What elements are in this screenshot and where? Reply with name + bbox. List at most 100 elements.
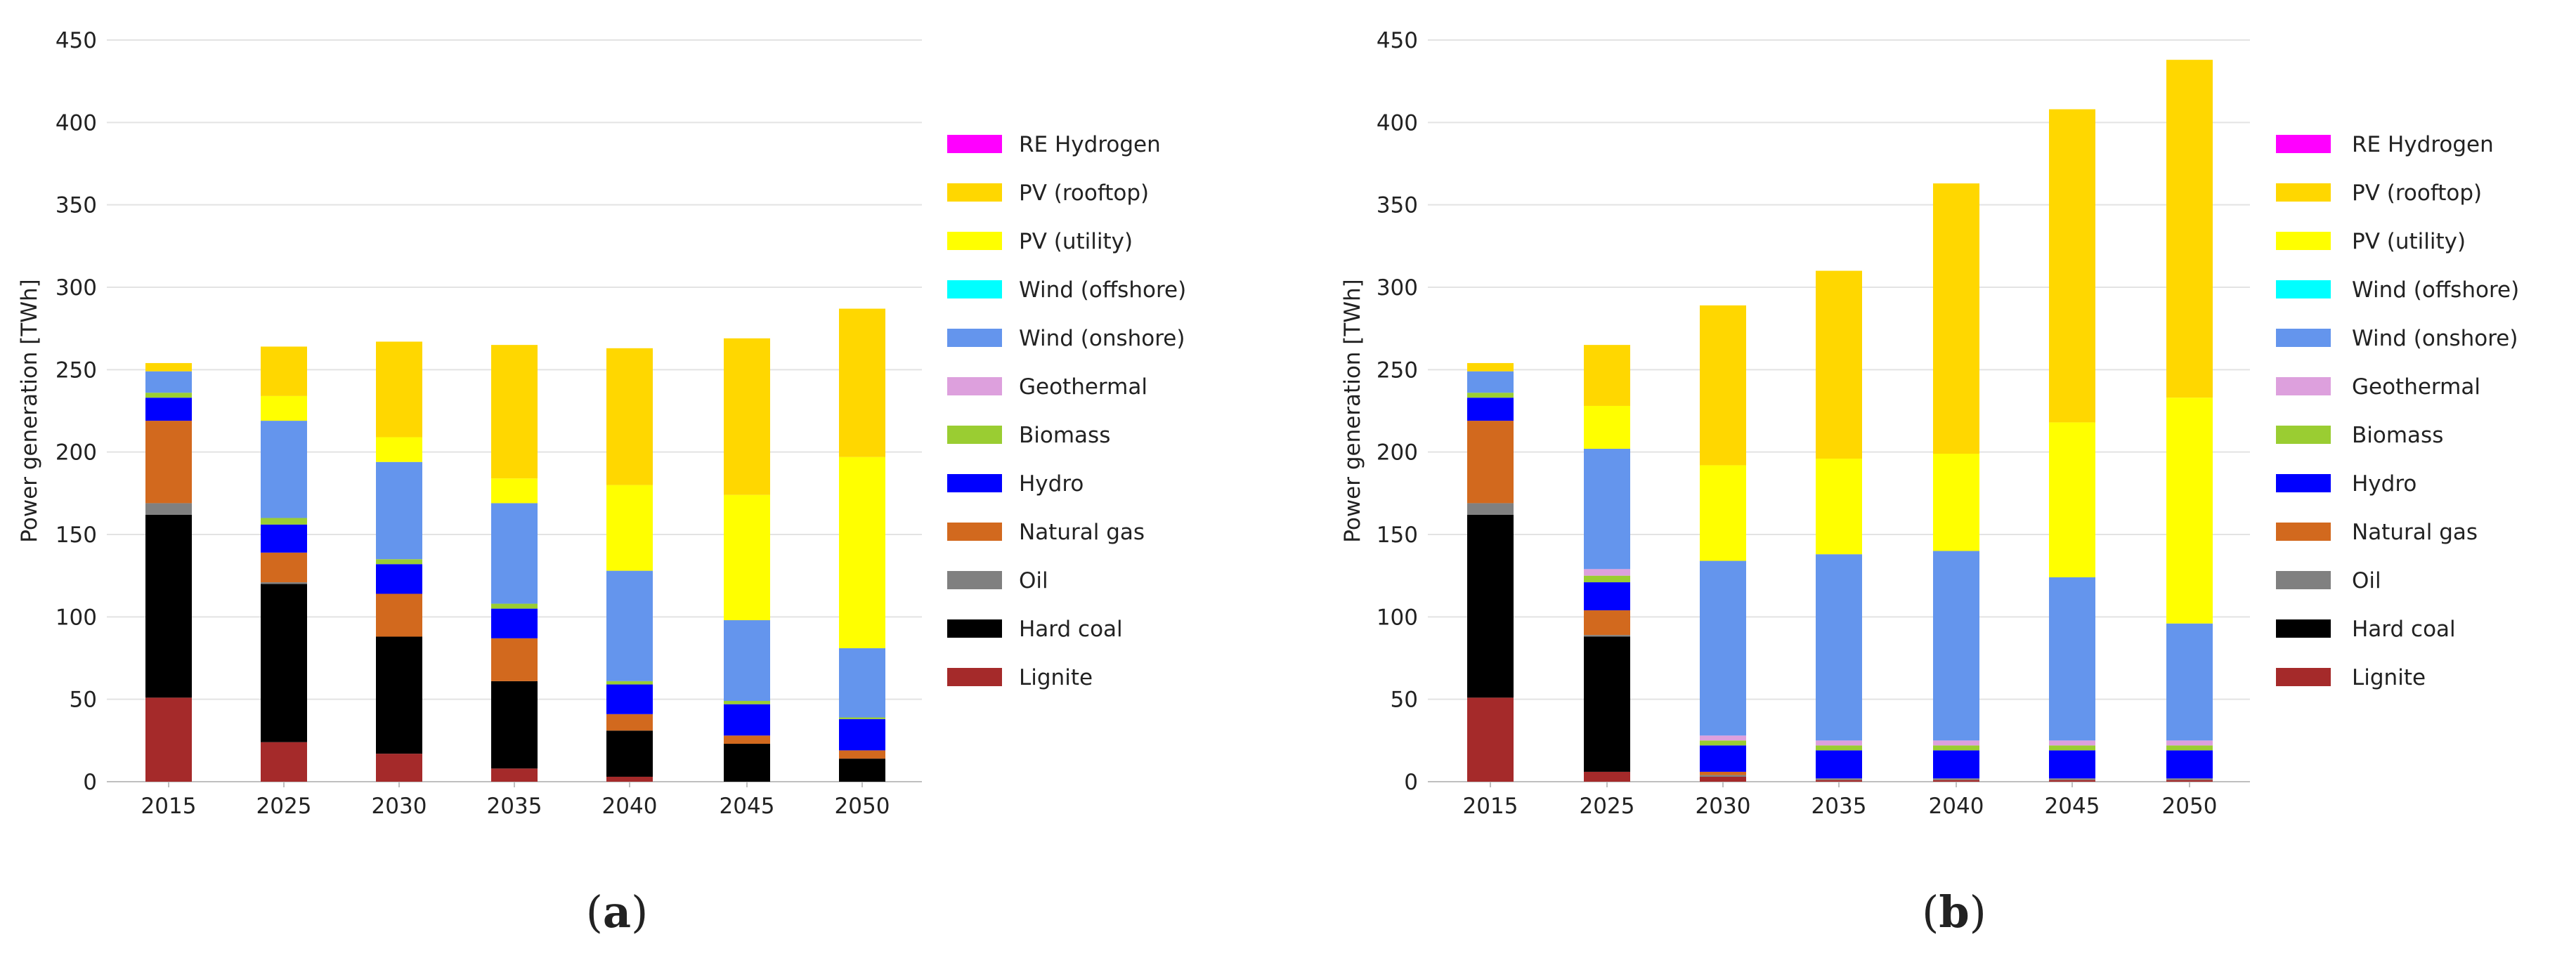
bar-segment-wind-onshore-2050 bbox=[2166, 623, 2213, 741]
bar-segment-oil-2030 bbox=[1700, 775, 1746, 777]
bar-segment-pv-utility-2035 bbox=[491, 478, 538, 504]
legend-label: Geothermal bbox=[1019, 374, 1147, 400]
bar-segment-lignite-2050 bbox=[2166, 780, 2213, 782]
bar-segment-hard-coal-2050 bbox=[839, 759, 885, 782]
bar-segment-biomass-2030 bbox=[376, 559, 422, 565]
bar-segment-pv-rooftop-2025 bbox=[261, 346, 307, 396]
bar-segment-oil-2050 bbox=[2166, 778, 2213, 780]
y-axis-title: Power generation [TWh] bbox=[17, 279, 42, 542]
legend-swatch bbox=[2276, 377, 2331, 395]
bar-segment-hard-coal-2030 bbox=[376, 636, 422, 754]
y-tick-label: 350 bbox=[1377, 193, 1418, 218]
bar-segment-natural-gas-2025 bbox=[261, 552, 307, 583]
legend-label: Natural gas bbox=[2352, 520, 2478, 545]
legend-swatch bbox=[2276, 232, 2331, 250]
bar-segment-biomass-2035 bbox=[491, 603, 538, 609]
bar-segment-hydro-2040 bbox=[606, 684, 653, 714]
bar-segment-wind-onshore-2045 bbox=[2049, 577, 2095, 741]
bar-segment-pv-rooftop-2015 bbox=[1467, 362, 1514, 372]
bar-segment-natural-gas-2030 bbox=[1700, 771, 1746, 775]
bar-segment-biomass-2045 bbox=[724, 701, 770, 704]
legend-swatch bbox=[2276, 183, 2331, 202]
panel-a: 0 50 100 150 200 250 300 350 400 450 Power generat… bbox=[17, 28, 1186, 938]
x-tick-label: 2035 bbox=[487, 794, 542, 819]
bar-segment-pv-rooftop-2035 bbox=[1816, 270, 1862, 459]
legend-swatch bbox=[2276, 329, 2331, 347]
bar-segment-pv-utility-2030 bbox=[376, 437, 422, 462]
legend-label: RE Hydrogen bbox=[1019, 132, 1161, 157]
bar-segment-biomass-2050 bbox=[839, 717, 885, 719]
bar-segment-wind-onshore-2045 bbox=[724, 620, 770, 702]
bar-segment-hydro-2045 bbox=[2049, 750, 2095, 779]
legend-swatch bbox=[2276, 668, 2331, 686]
bar-segment-hard-coal-2025 bbox=[1584, 636, 1630, 772]
bar-segment-natural-gas-2050 bbox=[839, 750, 885, 759]
bar-segment-hydro-2030 bbox=[1700, 745, 1746, 772]
y-tick-label: 400 bbox=[56, 110, 97, 136]
y-tick-label: 50 bbox=[70, 688, 97, 713]
y-tick-label: 200 bbox=[56, 440, 97, 466]
bar-segment-wind-onshore-2025 bbox=[261, 421, 307, 518]
bar-segment-hydro-2025 bbox=[1584, 582, 1630, 610]
bar-segment-hydro-2045 bbox=[724, 704, 770, 736]
bar-segment-pv-rooftop-2030 bbox=[376, 341, 422, 438]
legend-label: Biomass bbox=[2352, 423, 2443, 448]
legend-label: PV (rooftop) bbox=[2352, 180, 2482, 206]
bar-segment-lignite-2015 bbox=[145, 697, 192, 782]
bar-segment-lignite-2030 bbox=[1700, 776, 1746, 782]
bar-segment-natural-gas-2025 bbox=[1584, 610, 1630, 636]
y-tick-label: 450 bbox=[56, 28, 97, 53]
bar-segment-lignite-2040 bbox=[606, 776, 653, 782]
bar-segment-oil-2015 bbox=[1467, 503, 1514, 515]
y-tick-label: 0 bbox=[83, 770, 97, 795]
legend-swatch bbox=[947, 280, 1002, 298]
bar-segment-oil-2025 bbox=[1584, 635, 1630, 637]
y-tick-label: 150 bbox=[1377, 523, 1418, 548]
legend-label: Hydro bbox=[2352, 471, 2416, 497]
bar-segment-oil-2035 bbox=[1816, 778, 1862, 780]
x-tick-label: 2050 bbox=[2162, 794, 2218, 819]
legend-label: PV (rooftop) bbox=[1019, 180, 1149, 206]
bar-segment-geothermal-2035 bbox=[1816, 740, 1862, 746]
legend-swatch bbox=[2276, 426, 2331, 444]
y-tick-label: 200 bbox=[1377, 440, 1418, 466]
y-tick-label: 100 bbox=[1377, 605, 1418, 630]
bar-segment-hard-coal-2025 bbox=[261, 584, 307, 742]
bar-segment-wind-onshore-2035 bbox=[1816, 554, 1862, 741]
bar-segment-lignite-2035 bbox=[1816, 780, 1862, 782]
legend-label: Lignite bbox=[1019, 665, 1093, 690]
bar-segment-biomass-2025 bbox=[1584, 575, 1630, 583]
legend-label: Lignite bbox=[2352, 665, 2426, 690]
bar-segment-biomass-2015 bbox=[1467, 393, 1514, 398]
bar-segment-lignite-2045 bbox=[2049, 780, 2095, 782]
y-tick-label: 300 bbox=[1377, 275, 1418, 301]
bar-segment-oil-2015 bbox=[145, 503, 192, 515]
legend-label: Wind (onshore) bbox=[2352, 326, 2518, 351]
y-tick-label: 150 bbox=[56, 523, 97, 548]
bar-segment-hydro-2025 bbox=[261, 524, 307, 553]
legend-label: Wind (onshore) bbox=[1019, 326, 1185, 351]
x-tick-label: 2035 bbox=[1811, 794, 1867, 819]
bar-segment-pv-rooftop-2015 bbox=[145, 362, 192, 372]
bar-segment-pv-rooftop-2050 bbox=[839, 308, 885, 457]
legend-swatch bbox=[947, 426, 1002, 444]
bar-segment-pv-utility-2045 bbox=[724, 494, 770, 621]
bar-segment-geothermal-2045 bbox=[2049, 740, 2095, 746]
legend-label: Hard coal bbox=[2352, 617, 2456, 642]
bar-segment-pv-rooftop-2040 bbox=[606, 348, 653, 485]
legend-label: PV (utility) bbox=[1019, 229, 1133, 254]
bar-segment-oil-2045 bbox=[2049, 778, 2095, 780]
bar-segment-pv-utility-2040 bbox=[606, 485, 653, 571]
bar-segment-biomass-2015 bbox=[145, 393, 192, 398]
bar-segment-hard-coal-2045 bbox=[724, 744, 770, 782]
y-tick-label: 50 bbox=[1391, 688, 1418, 713]
bar-segment-hydro-2035 bbox=[1816, 750, 1862, 779]
panel-label-paren-close: ) bbox=[1970, 886, 1986, 938]
legend-label: Hydro bbox=[1019, 471, 1084, 497]
bar-segment-natural-gas-2040 bbox=[606, 714, 653, 731]
bar-segment-pv-rooftop-2025 bbox=[1584, 345, 1630, 406]
bar-segment-pv-rooftop-2050 bbox=[2166, 60, 2213, 398]
bar-segment-pv-utility-2040 bbox=[1933, 454, 1979, 551]
